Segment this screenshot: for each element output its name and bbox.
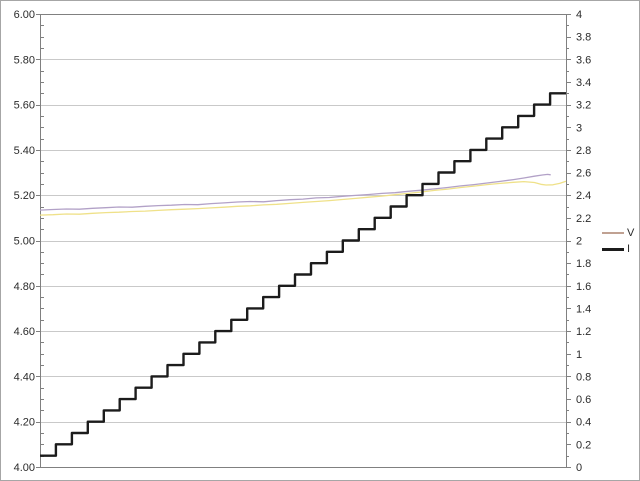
series-v2 xyxy=(39,180,567,216)
left-axis-label: 5.40 xyxy=(14,145,35,157)
right-axis-label: 2.6 xyxy=(576,168,591,180)
left-axis-label: 4.40 xyxy=(14,371,35,383)
right-axis-label: 2.4 xyxy=(576,190,591,202)
right-axis-label: 0.4 xyxy=(576,417,591,429)
series-i xyxy=(40,92,566,457)
right-axis-label: 0 xyxy=(576,462,582,474)
left-axis-label: 5.00 xyxy=(14,236,35,248)
legend-v-label: V xyxy=(627,226,635,239)
legend-i-label: I xyxy=(627,242,631,255)
legend-v-line-swatch xyxy=(602,232,624,234)
left-axis-label: 6.00 xyxy=(14,9,35,21)
right-axis-label: 2.8 xyxy=(576,145,591,157)
right-axis-label: 2 xyxy=(576,236,582,248)
left-axis-label: 5.20 xyxy=(14,190,35,202)
right-axis-label: 0.2 xyxy=(576,439,591,451)
left-axis-label: 4.60 xyxy=(14,326,35,338)
right-axis-label: 1.8 xyxy=(576,258,591,270)
right-axis-label: 1.4 xyxy=(576,303,591,315)
right-axis-label: 1.2 xyxy=(576,326,591,338)
right-axis-label: 0.8 xyxy=(576,371,591,383)
right-axis-label: 2.2 xyxy=(576,213,591,225)
right-axis-label: 4 xyxy=(576,9,582,21)
chart-legend: V I xyxy=(602,226,634,256)
right-axis-label: 1 xyxy=(576,349,582,361)
left-axis-label: 4.20 xyxy=(14,417,35,429)
right-axis-label: 3.6 xyxy=(576,54,591,66)
legend-item-i: I xyxy=(602,242,634,256)
right-axis-label: 3.2 xyxy=(576,100,591,112)
legend-i-line-swatch xyxy=(602,247,624,251)
left-axis-label: 5.80 xyxy=(14,54,35,66)
right-axis-label: 3 xyxy=(576,122,582,134)
left-axis-label: 4.00 xyxy=(14,462,35,474)
right-axis-label: 0.6 xyxy=(576,394,591,406)
left-axis-label: 5.60 xyxy=(14,100,35,112)
right-axis-label: 1.6 xyxy=(576,281,591,293)
right-axis-label: 3.8 xyxy=(576,32,591,44)
series-v1 xyxy=(39,173,551,211)
legend-item-v: V xyxy=(602,226,634,240)
right-axis-label: 3.4 xyxy=(576,77,591,89)
left-axis-label: 4.80 xyxy=(14,281,35,293)
